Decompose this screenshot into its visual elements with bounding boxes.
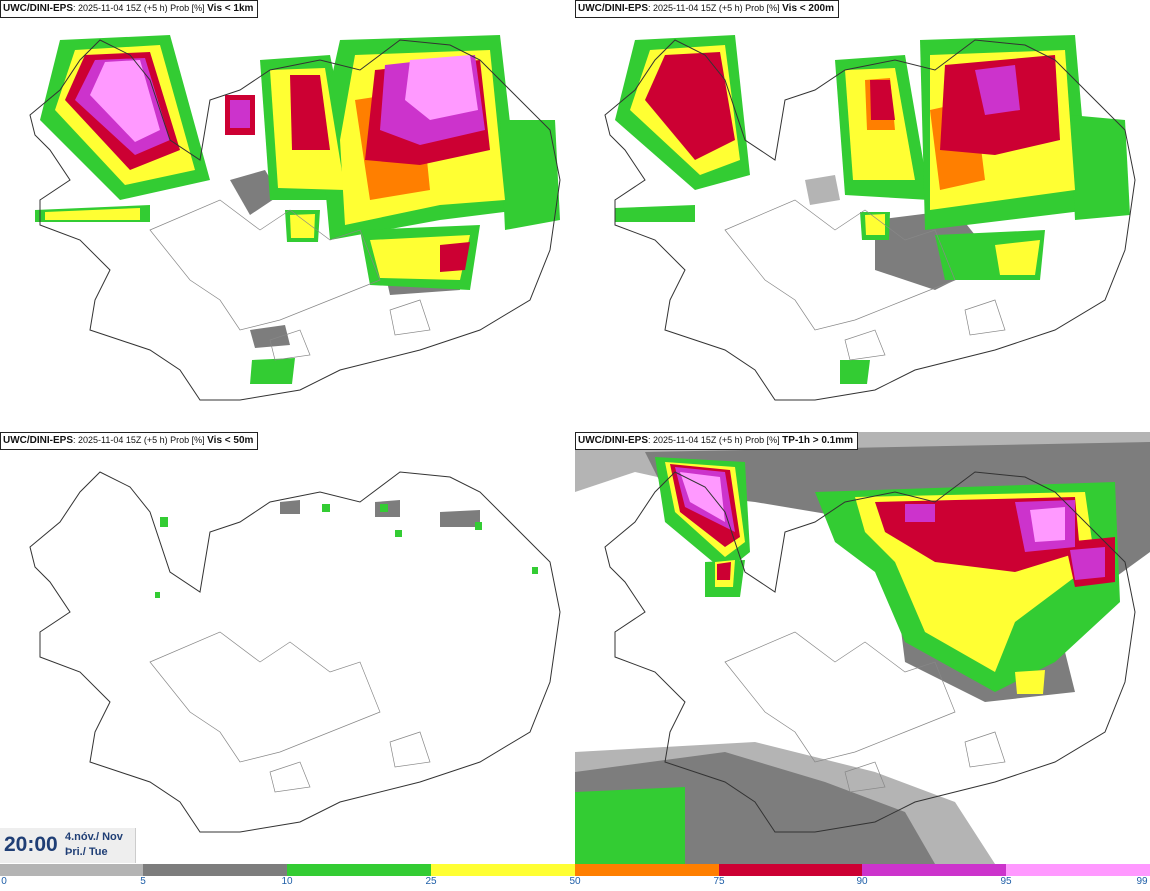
colorbar-tick: 10 xyxy=(281,876,293,887)
colorbar-tick: 25 xyxy=(425,876,437,887)
probability-field xyxy=(575,432,1150,864)
colorbar-seg-4 xyxy=(575,864,719,876)
colorbar-seg-3 xyxy=(431,864,575,876)
probability-field xyxy=(155,500,538,598)
colorbar-seg-0 xyxy=(0,864,143,876)
run-info: : 2025-11-04 15Z (+5 h) Prob [%] xyxy=(73,435,205,445)
valid-time-box: 20:00 4.nóv./ Nov Þri./ Tue xyxy=(0,828,136,863)
colorbar-tick: 95 xyxy=(1000,876,1012,887)
run-info: : 2025-11-04 15Z (+5 h) Prob [%] xyxy=(648,435,780,445)
colorbar-tick: 75 xyxy=(713,876,725,887)
iceland-map xyxy=(29,35,561,401)
map-panel-vis-200m: UWC/DINI-EPS: 2025-11-04 15Z (+5 h) Prob… xyxy=(575,0,1150,432)
iceland-map xyxy=(604,35,1136,401)
colorbar: 0 5 10 25 50 75 90 95 99 xyxy=(0,862,1150,891)
colorbar-seg-6 xyxy=(862,864,1006,876)
inland-contours xyxy=(149,631,431,793)
coastline xyxy=(604,471,1136,833)
colorbar-seg-7 xyxy=(1006,864,1150,876)
colorbar-seg-2 xyxy=(287,864,431,876)
valid-time: 20:00 xyxy=(4,833,58,856)
field-pink xyxy=(680,472,1065,542)
colorbar-tick: 5 xyxy=(140,876,146,887)
valid-day: Þri./ Tue xyxy=(65,846,108,858)
run-info: : 2025-11-04 15Z (+5 h) Prob [%] xyxy=(648,3,780,13)
inland-contours xyxy=(724,199,1006,361)
coastline xyxy=(604,39,1136,401)
inland-contours xyxy=(149,199,431,361)
colorbar-tick: 90 xyxy=(856,876,868,887)
map-panel-vis-1km: UWC/DINI-EPS: 2025-11-04 15Z (+5 h) Prob… xyxy=(0,0,575,432)
inland-contours xyxy=(724,631,1006,793)
panel-title: UWC/DINI-EPS: 2025-11-04 15Z (+5 h) Prob… xyxy=(575,432,859,450)
coastline xyxy=(29,39,561,401)
run-info: : 2025-11-04 15Z (+5 h) Prob [%] xyxy=(73,3,205,13)
colorbar-tick: 50 xyxy=(569,876,581,887)
model-name: UWC/DINI-EPS xyxy=(3,435,73,446)
colorbar-seg-1 xyxy=(143,864,287,876)
variable-name: Vis < 1km xyxy=(207,3,254,14)
panel-title: UWC/DINI-EPS: 2025-11-04 15Z (+5 h) Prob… xyxy=(0,432,259,450)
map-panel-tp-1h: UWC/DINI-EPS: 2025-11-04 15Z (+5 h) Prob… xyxy=(575,432,1150,864)
variable-name: Vis < 50m xyxy=(207,435,254,446)
probability-field xyxy=(615,35,1130,384)
probability-field xyxy=(35,35,560,384)
variable-name: Vis < 200m xyxy=(782,3,834,14)
model-name: UWC/DINI-EPS xyxy=(578,435,648,446)
valid-date: 4.nóv./ Nov xyxy=(65,831,123,843)
field-green xyxy=(155,504,538,598)
iceland-map xyxy=(575,432,1150,864)
field-pink xyxy=(90,55,478,142)
panel-title: UWC/DINI-EPS: 2025-11-04 15Z (+5 h) Prob… xyxy=(575,0,839,18)
variable-name: TP-1h > 0.1mm xyxy=(782,435,854,446)
map-panel-vis-50m: UWC/DINI-EPS: 2025-11-04 15Z (+5 h) Prob… xyxy=(0,432,575,864)
colorbar-tick: 0 xyxy=(1,876,7,887)
model-name: UWC/DINI-EPS xyxy=(3,3,73,14)
coastline xyxy=(29,471,561,833)
model-name: UWC/DINI-EPS xyxy=(578,3,648,14)
iceland-map xyxy=(29,471,561,833)
panel-title: UWC/DINI-EPS: 2025-11-04 15Z (+5 h) Prob… xyxy=(0,0,259,18)
colorbar-tick: 99 xyxy=(1136,876,1148,887)
field-magenta xyxy=(975,65,1020,115)
colorbar-seg-5 xyxy=(719,864,862,876)
